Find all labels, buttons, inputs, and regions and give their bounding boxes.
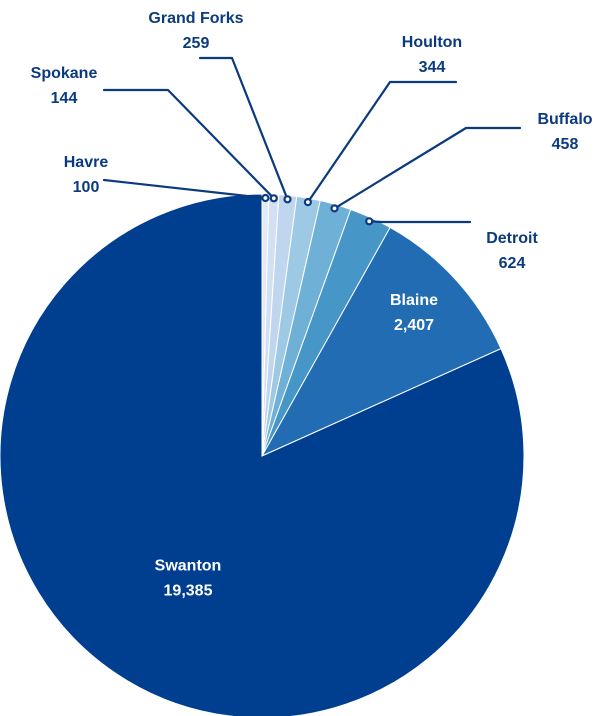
- slice-label-houlton: Houlton: [402, 34, 462, 51]
- leader-dot-grand-forks: [283, 195, 292, 204]
- slice-label-havre: Havre: [64, 154, 109, 171]
- slice-label-blaine: Blaine: [390, 292, 438, 309]
- slice-label-buffalo: Buffalo: [537, 111, 592, 128]
- leader-dot-detroit: [365, 217, 374, 226]
- slice-value-blaine: 2,407: [394, 317, 434, 334]
- leader-dot-spokane: [269, 194, 278, 203]
- leader-line-houlton: [306, 80, 458, 204]
- slice-label-spokane: Spokane: [31, 65, 98, 82]
- slice-label-swanton: Swanton: [155, 557, 222, 574]
- slice-value-grand-forks: 259: [183, 35, 210, 52]
- leader-dot-buffalo: [330, 204, 339, 213]
- slice-value-swanton: 19,385: [164, 582, 213, 599]
- leader-dot-houlton: [303, 198, 312, 207]
- slice-value-detroit: 624: [499, 255, 526, 272]
- pie-slice-blaine: [260, 226, 502, 458]
- slice-value-havre: 100: [73, 179, 100, 196]
- pie-slice-swanton: [0, 193, 525, 716]
- labels-layer: Havre 100 Spokane 144 Grand Forks 259 Houlton 3…: [31, 10, 593, 599]
- leader-line-detroit: [368, 220, 472, 224]
- slice-label-detroit: Detroit: [486, 230, 538, 247]
- leader-line-buffalo: [333, 126, 522, 210]
- slice-label-grand-forks: Grand Forks: [148, 10, 243, 27]
- slice-value-buffalo: 458: [552, 136, 579, 153]
- leader-lines-layer: [102, 56, 522, 226]
- leader-dot-havre: [261, 193, 270, 203]
- leader-line-grand-forks: [198, 56, 289, 201]
- slice-value-houlton: 344: [419, 59, 446, 76]
- slices-layer: [0, 193, 525, 716]
- leader-line-havre: [102, 178, 267, 200]
- leader-line-spokane: [102, 88, 275, 200]
- slice-value-spokane: 144: [51, 90, 78, 107]
